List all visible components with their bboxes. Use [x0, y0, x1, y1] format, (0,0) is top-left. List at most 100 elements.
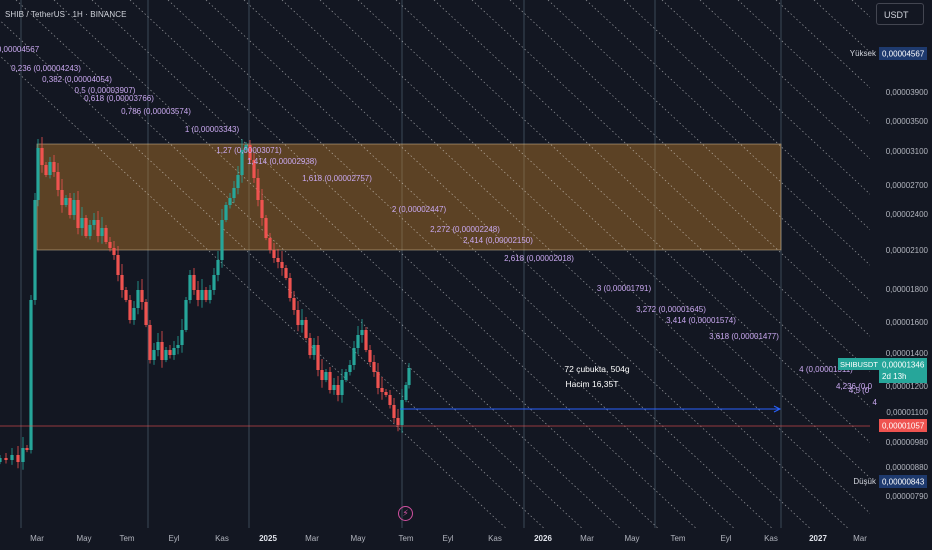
- line-price-value: 0,00001057: [882, 422, 925, 431]
- candle-body: [136, 290, 140, 308]
- price-tick-label: 0,00002700: [886, 181, 929, 190]
- fib-label: 4,5 (0: [849, 386, 870, 395]
- candle-body: [368, 350, 372, 362]
- fib-label: 0,786 (0,00003574): [121, 107, 191, 116]
- fib-label: 1 (0,00003343): [185, 125, 240, 134]
- time-tick-label: May: [350, 534, 365, 543]
- candle-body: [200, 290, 204, 300]
- symbol-title: SHIB / TetherUS · 1H · BINANCE: [5, 10, 127, 19]
- candle-body: [192, 275, 196, 290]
- price-axis[interactable]: 0,00003900 0,00003500 0,00003100 0,00002700…: [886, 88, 929, 501]
- candlesticks: [0, 137, 411, 470]
- range-measure-bars: 72 çubukta, 504g: [564, 364, 629, 374]
- candle-body: [400, 400, 404, 425]
- candle-body: [328, 372, 332, 390]
- time-tick-label: Eyl: [168, 534, 179, 543]
- time-tick-label: Tem: [670, 534, 685, 543]
- candle-body: [236, 175, 240, 188]
- candle-body: [0, 458, 2, 462]
- candle-body: [128, 300, 132, 320]
- candle-body: [10, 455, 14, 460]
- currency-button[interactable]: USDT: [876, 3, 924, 25]
- fib-fan-line: [15, 0, 583, 528]
- fib-label: 2,414 (0,00002150): [463, 236, 533, 245]
- candle-body: [300, 320, 304, 325]
- last-price-badge: [879, 358, 927, 383]
- price-tick-label: 0,00002100: [886, 246, 929, 255]
- candle-body: [332, 385, 336, 390]
- candle-body: [44, 165, 48, 175]
- last-price-value: 0,00001346: [882, 361, 925, 370]
- candle-body: [29, 300, 33, 450]
- fib-fan-line: [281, 0, 849, 528]
- candle-body: [388, 395, 392, 405]
- fib-fan-line: [243, 0, 811, 528]
- price-tick-label: 0,00001100: [886, 408, 928, 417]
- vertical-grid: [20, 0, 782, 528]
- low-label: Düşük: [853, 477, 877, 486]
- candle-body: [188, 275, 192, 300]
- fib-fan-line: [319, 0, 870, 514]
- fib-label: 3,414 (0,00001574): [666, 316, 736, 325]
- time-tick-label: Kas: [764, 534, 778, 543]
- candle-body: [104, 228, 108, 242]
- candle-body: [116, 255, 120, 275]
- candle-body: [168, 350, 172, 355]
- price-tick-label: 0,00002400: [886, 210, 929, 219]
- fib-label: 0,00004567: [0, 45, 40, 54]
- candle-body: [36, 148, 40, 200]
- candle-body: [276, 258, 280, 262]
- fib-fan-line: [53, 0, 621, 528]
- candle-body: [56, 172, 60, 190]
- lightning-event-icon[interactable]: ⚡: [398, 506, 413, 521]
- candle-body: [264, 218, 268, 238]
- candle-body: [248, 145, 252, 160]
- candle-body: [204, 290, 208, 300]
- fib-fan-line: [205, 0, 773, 528]
- price-tick-label: 0,00001800: [886, 285, 929, 294]
- time-tick-label: Tem: [119, 534, 134, 543]
- candle-body: [260, 200, 264, 218]
- fib-fan-line: [167, 0, 735, 528]
- time-tick-label: 2025: [259, 534, 277, 543]
- candle-body: [92, 220, 96, 225]
- candle-body: [380, 388, 384, 392]
- price-tick-label: 0,00001600: [886, 318, 929, 327]
- high-badge: [879, 47, 927, 60]
- fib-label: 0,236 (0,00004243): [11, 64, 81, 73]
- candle-body: [164, 350, 168, 360]
- candle-body: [348, 365, 352, 372]
- fib-label: 0,618 (0,00003766): [84, 94, 154, 103]
- candle-body: [292, 298, 296, 310]
- candle-body: [244, 145, 248, 150]
- price-badges: Yüksek 0,00004567 SHIBUSDT 0,00001346 2d 13h…: [838, 47, 927, 488]
- time-axis[interactable]: Mar May Tem Eyl Kas 2025 Mar May Tem Eyl Kas 2026 Ma…: [30, 534, 867, 543]
- time-tick-label: 2026: [534, 534, 552, 543]
- candle-body: [160, 342, 164, 360]
- candle-body: [176, 345, 180, 348]
- high-label: Yüksek: [850, 49, 877, 58]
- candle-body: [288, 278, 292, 298]
- fib-fan-line: [0, 20, 545, 528]
- fib-label: 1,618 (0,00002757): [302, 174, 372, 183]
- candle-body: [384, 392, 388, 395]
- candle-body: [312, 345, 316, 355]
- fib-label: 2,618 (0,00002018): [504, 254, 574, 263]
- candle-body: [376, 372, 380, 388]
- candle-body: [324, 372, 328, 380]
- candle-body: [148, 325, 152, 360]
- time-tick-label: Tem: [398, 534, 413, 543]
- price-tick-label: 0,00001200: [886, 382, 929, 391]
- candle-body: [216, 260, 220, 275]
- candle-body: [40, 148, 44, 165]
- candle-body: [296, 310, 300, 325]
- candle-body: [308, 338, 312, 355]
- time-tick-label: Mar: [853, 534, 867, 543]
- fib-fan-line: [433, 0, 870, 408]
- fib-label: 2,272 (0,00002248): [430, 225, 500, 234]
- candle-body: [196, 290, 200, 300]
- candle-body: [360, 330, 364, 335]
- candle-body: [340, 380, 344, 395]
- candle-body: [60, 190, 64, 205]
